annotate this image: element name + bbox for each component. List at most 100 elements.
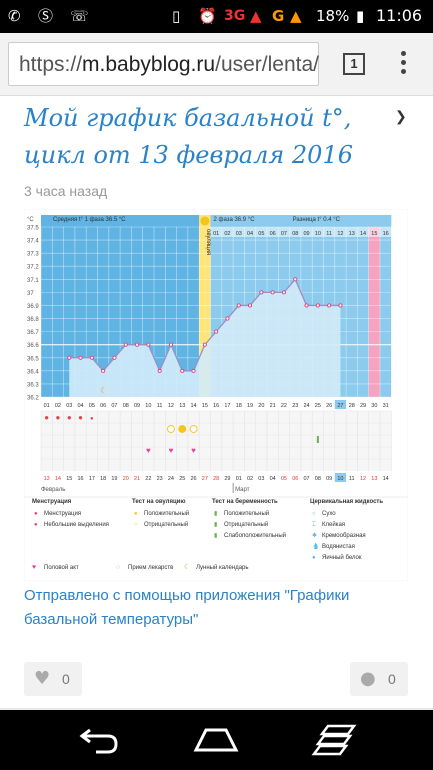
phase2-day-label: 10 — [315, 231, 321, 237]
cycle-day-label: 24 — [303, 403, 309, 409]
legend-item-label: Прием лекарств — [128, 565, 173, 571]
calendar-date-label: 24 — [168, 476, 174, 482]
legend-icon: ○ — [116, 564, 120, 571]
period-expected-band — [368, 227, 380, 397]
temperature-point — [123, 342, 128, 347]
cycle-day-label: 02 — [55, 403, 61, 409]
tab-switcher-button[interactable]: 1 — [343, 53, 365, 75]
cycle-day-label: 05 — [89, 403, 95, 409]
cycle-day-label: 03 — [66, 403, 72, 409]
url-host: m.babyblog.ru — [82, 53, 216, 76]
legend-icon: ▮ — [214, 522, 217, 528]
post-title[interactable]: Мой график базальной t°, цикл от 13 февр… — [24, 100, 364, 174]
y-tick-label: 37 — [27, 291, 34, 297]
cycle-day-label: 21 — [270, 403, 276, 409]
phase2-day-label: 13 — [349, 231, 355, 237]
calendar-date-label: 07 — [303, 476, 309, 482]
legend-item-label: Водянистая — [322, 544, 355, 550]
phase2-day-label: 04 — [247, 231, 253, 237]
cycle-day-label: 10 — [145, 403, 151, 409]
temperature-point — [157, 368, 162, 373]
status-bar: ✆ Ⓢ ☏ ▯ ⏰ 3G ▲ G ▲ 18% ▮ 11:06 — [0, 0, 433, 33]
battery-icon: ▮ — [356, 7, 365, 25]
temperature-point — [281, 290, 287, 295]
legend-icon: ● — [34, 522, 38, 528]
y-tick-label: 36.3 — [27, 382, 39, 388]
temperature-point — [247, 303, 253, 308]
chevron-down-icon[interactable]: ❯ — [395, 108, 407, 124]
moon-icon: ☾ — [100, 386, 107, 395]
phase1-average-label: Средняя t° 1 фаза 36.5 °C — [53, 217, 126, 223]
calendar-date-label: 26 — [190, 476, 196, 482]
cycle-day-label: 04 — [77, 403, 83, 409]
temperature-point — [78, 355, 83, 360]
legend-item-label: Отрицательный — [224, 521, 268, 528]
battery-percent: 18% — [316, 7, 350, 25]
temperature-point — [236, 303, 241, 308]
browser-menu-button[interactable] — [397, 49, 409, 79]
heart-icon: ♥ — [34, 668, 51, 689]
like-button[interactable]: ♥ 0 — [24, 662, 82, 696]
legend-icon: ○ — [134, 522, 138, 528]
calendar-date-label: 22 — [145, 476, 151, 482]
cycle-day-label: 07 — [111, 403, 117, 409]
temperature-point — [293, 277, 298, 282]
browser-toolbar: https://m.babyblog.ru/user/lenta/ 1 — [0, 33, 433, 96]
comment-icon: ● — [360, 668, 376, 689]
network-type: 3G — [224, 8, 246, 24]
back-icon[interactable] — [68, 722, 128, 758]
temperature-point — [101, 368, 106, 373]
comment-button[interactable]: ● 0 — [350, 662, 408, 696]
url-text: https://m.babyblog.ru/user/lenta/ — [19, 53, 319, 77]
menstruation-drop-icon: ● — [67, 413, 72, 422]
cycle-day-label: 20 — [258, 403, 264, 409]
skype-icon: Ⓢ — [38, 7, 54, 25]
temperature-point — [225, 316, 230, 321]
legend-icon: ▮ — [214, 533, 217, 539]
calendar-date-label: 09 — [326, 476, 332, 482]
legend-item-label: Отрицательный — [144, 521, 188, 528]
calendar-date-label: 05 — [281, 476, 287, 482]
cycle-day-label: 23 — [292, 403, 298, 409]
temperature-point — [304, 303, 309, 308]
cycle-day-label: 18 — [236, 403, 242, 409]
calendar-date-label: 17 — [89, 476, 95, 482]
phase2-day-label: 09 — [303, 231, 309, 237]
calendar-date-label: 04 — [270, 476, 276, 482]
phase2-day-label: 01 — [213, 231, 219, 237]
nav-bar — [0, 710, 433, 770]
calendar-date-label: 16 — [77, 476, 83, 482]
legend-item-label: Положительный — [144, 510, 189, 517]
y-unit-label: °C — [27, 217, 34, 223]
legend-item-label: Половой акт — [44, 564, 79, 571]
y-tick-label: 36.7 — [27, 330, 39, 336]
legend-icon: ☾ — [184, 563, 190, 571]
legend-item-label: Клейкая — [322, 521, 345, 528]
temperature-point — [338, 303, 343, 308]
intercourse-heart-icon: ♥ — [169, 446, 174, 455]
recents-icon[interactable] — [308, 722, 368, 758]
legend-item-label: Положительный — [224, 510, 269, 517]
calendar-date-label: 15 — [66, 476, 72, 482]
ovulation-test-positive-icon — [178, 425, 187, 433]
cycle-day-label: 27 — [337, 403, 343, 409]
calendar-date-label: 20 — [123, 476, 129, 482]
temperature-point — [191, 368, 196, 373]
app-link[interactable]: Отправлено с помощью приложения "Графики… — [24, 587, 350, 628]
temperature-point — [214, 329, 219, 334]
ovulation-test-negative-icon — [166, 425, 175, 433]
divider — [0, 708, 433, 710]
marker-rows-background — [41, 411, 392, 471]
y-tick-label: 36.9 — [27, 304, 39, 310]
url-bar[interactable]: https://m.babyblog.ru/user/lenta/ — [8, 42, 319, 86]
menstruation-drop-icon: ● — [78, 413, 83, 422]
calendar-date-label: 14 — [383, 476, 389, 482]
cycle-day-label: 11 — [157, 403, 163, 409]
difference-label: Разница t° 0.4 °C — [293, 217, 341, 223]
home-icon[interactable] — [186, 722, 246, 758]
calendar-date-label: 27 — [202, 476, 208, 482]
phase2-day-label: 16 — [383, 231, 389, 237]
cycle-day-label: 09 — [134, 403, 140, 409]
cycle-day-label: 16 — [213, 403, 219, 409]
calendar-date-label: 14 — [55, 476, 61, 482]
